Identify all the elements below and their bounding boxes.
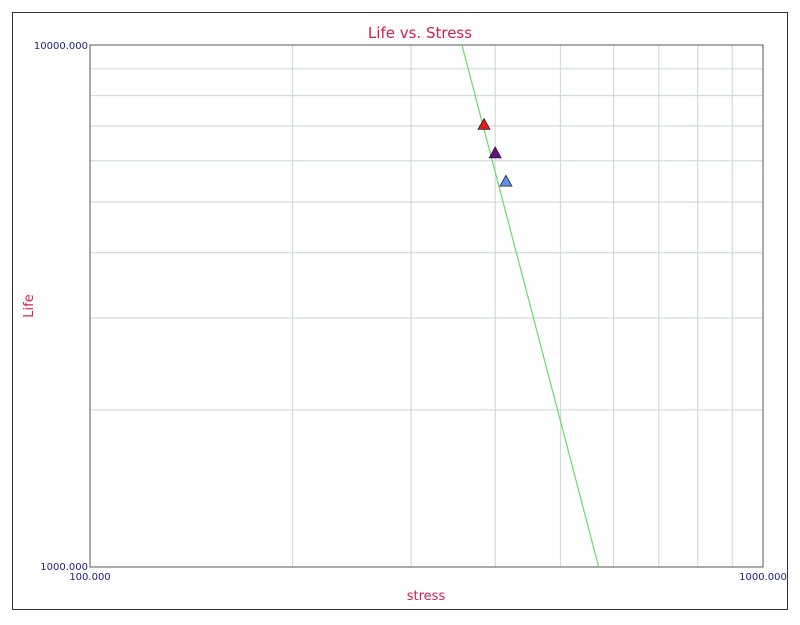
y-tick-label-bottom: 1000.000 [40,562,88,573]
y-axis-label: Life [22,294,37,317]
x-axis-label: stress [407,589,446,604]
chart-title: Life vs. Stress [368,24,472,42]
x-tick-label-left: 100.000 [69,572,110,583]
data-point-3 [499,174,513,187]
data-series [461,44,600,568]
data-point-2 [488,146,502,159]
plot-area [89,44,764,568]
grid [90,45,763,567]
data-point-1 [477,117,491,130]
fit-line [461,44,600,568]
x-tick-label-right: 1000.000 [739,572,787,583]
y-tick-label-top: 10000.000 [34,41,88,52]
